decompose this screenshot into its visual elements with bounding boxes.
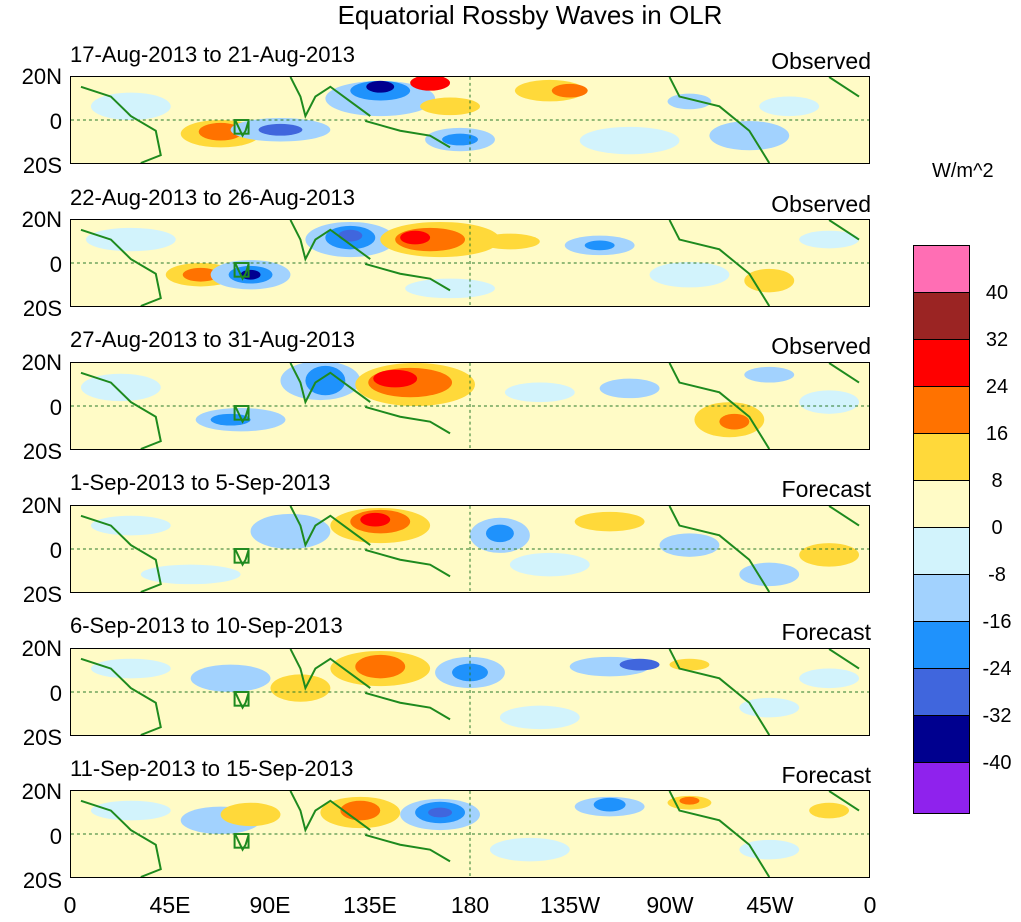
colorbar-label: 0	[991, 517, 1003, 539]
colorbar-swatch	[913, 339, 970, 387]
colorbar-swatch	[913, 668, 970, 716]
lat-label-20n: 20N	[21, 207, 62, 232]
colorbar-label: 24	[985, 376, 1009, 398]
lat-label-0: 0	[49, 824, 62, 849]
map-panel-3	[70, 362, 870, 450]
colorbar-swatch	[913, 715, 970, 763]
lon-label-135e: 135E	[343, 892, 397, 918]
lat-label-0: 0	[49, 681, 62, 706]
lon-label-45w: 45W	[746, 892, 794, 918]
colorbar-label: -8	[988, 564, 1006, 586]
colorbar-label: 8	[991, 470, 1003, 492]
lon-label-90e: 90E	[249, 892, 291, 918]
colorbar-label: -32	[982, 705, 1012, 727]
lat-label-0: 0	[49, 538, 62, 563]
panel-5-date: 6-Sep-2013 to 10-Sep-2013	[70, 613, 343, 638]
colorbar-label: 16	[985, 423, 1009, 445]
colorbar-swatch	[913, 386, 970, 434]
panel-1-date: 17-Aug-2013 to 21-Aug-2013	[70, 42, 355, 67]
panel-6-kind: Forecast	[781, 762, 871, 788]
lat-label-20s: 20S	[22, 725, 62, 750]
colorbar-swatch	[913, 433, 970, 481]
lon-label-0: 0	[63, 892, 77, 918]
lat-label-20s: 20S	[22, 296, 62, 321]
lon-label-0-end: 0	[863, 892, 877, 918]
colorbar-swatch	[913, 480, 970, 528]
panel-2-kind: Observed	[771, 191, 871, 217]
lat-label-20n: 20N	[21, 636, 62, 661]
colorbar-swatch	[913, 762, 970, 814]
lat-label-20n: 20N	[21, 64, 62, 89]
panel-4-date: 1-Sep-2013 to 5-Sep-2013	[70, 470, 331, 495]
panel-5-kind: Forecast	[781, 619, 871, 645]
map-panel-6	[70, 790, 870, 878]
panel-6-date: 11-Sep-2013 to 15-Sep-2013	[70, 756, 354, 781]
lat-label-20n: 20N	[21, 350, 62, 375]
colorbar-label: -16	[982, 611, 1012, 633]
colorbar-label: -24	[982, 658, 1012, 680]
lat-label-20n: 20N	[21, 493, 62, 518]
lat-label-20s: 20S	[22, 582, 62, 607]
lat-label-0: 0	[49, 395, 62, 420]
lat-label-20n: 20N	[21, 779, 62, 804]
colorbar-label: -40	[982, 752, 1012, 774]
figure-title: Equatorial Rossby Waves in OLR	[337, 0, 723, 30]
lon-label-135w: 135W	[539, 892, 601, 918]
colorbar-swatch	[913, 574, 970, 622]
map-panel-1	[70, 76, 870, 164]
map-panel-2	[70, 219, 870, 307]
panel-3-date: 27-Aug-2013 to 31-Aug-2013	[70, 327, 355, 352]
lat-label-20s: 20S	[22, 439, 62, 464]
panel-2-date: 22-Aug-2013 to 26-Aug-2013	[70, 185, 355, 210]
panel-3-kind: Observed	[771, 333, 871, 359]
lat-label-0: 0	[49, 109, 62, 134]
colorbar-swatch	[913, 621, 970, 669]
colorbar-unit: W/m^2	[932, 160, 994, 182]
colorbar-swatch	[913, 292, 970, 340]
map-panel-4	[70, 505, 870, 593]
lat-label-20s: 20S	[22, 868, 62, 893]
panel-1-kind: Observed	[771, 48, 871, 74]
lon-label-45e: 45E	[149, 892, 191, 918]
lon-label-90w: 90W	[646, 892, 694, 918]
colorbar-label: 32	[985, 329, 1009, 351]
lat-label-0: 0	[49, 252, 62, 277]
map-panel-5	[70, 648, 870, 736]
colorbar-swatch	[913, 527, 970, 575]
colorbar-swatch	[913, 245, 970, 293]
lon-label-180: 180	[450, 892, 490, 918]
colorbar-label: 40	[985, 282, 1009, 304]
panel-4-kind: Forecast	[781, 476, 871, 502]
lat-label-20s: 20S	[22, 153, 62, 178]
